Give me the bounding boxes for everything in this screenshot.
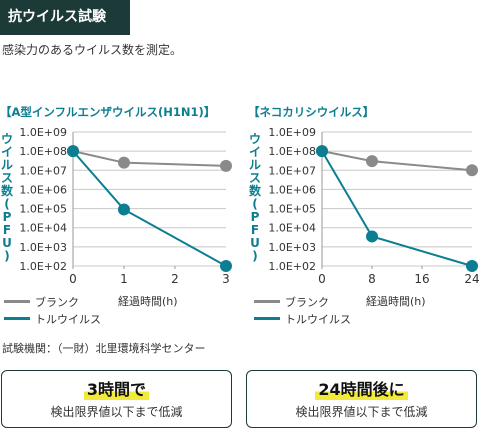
data-point xyxy=(316,145,328,158)
x-tick-label: 0 xyxy=(318,272,326,286)
legend-item-tol: トルウイルス xyxy=(4,310,101,327)
x-tick-label: 16 xyxy=(414,272,429,286)
legend-swatch-tol xyxy=(254,317,280,320)
x-tick-label: 0 xyxy=(69,272,77,286)
data-point xyxy=(220,159,232,172)
y-tick-label: 1.0E+04 xyxy=(19,222,67,235)
y-tick-label: 1.0E+06 xyxy=(268,183,316,196)
chart-influenza: 1.0E+09 1.0E+08 1.0E+07 1.0E+06 1.0E+05 1.0E+… xyxy=(19,126,232,286)
y-axis-label-2: ウイルス数(P F U) xyxy=(248,132,261,263)
legend-1: ブランク トルウイルス xyxy=(4,293,101,327)
chart-title-influenza: 【A型インフルエンザウイルス(H1N1)】 xyxy=(0,105,216,119)
legend-item-blank: ブランク xyxy=(254,293,351,310)
result-box-influenza: 3時間で 検出限界値以下まで低減 xyxy=(1,370,232,428)
series-line xyxy=(321,150,473,172)
legend-swatch-blank xyxy=(4,300,30,303)
x-axis-label-1: 経過時間(h) xyxy=(118,295,178,308)
y-tick-label: 1.0E+03 xyxy=(19,241,67,254)
legend-item-tol: トルウイルス xyxy=(254,310,351,327)
series-line xyxy=(72,150,227,167)
y-tick-label: 1.0E+02 xyxy=(19,260,67,273)
data-point xyxy=(118,156,130,169)
y-tick-label: 1.0E+08 xyxy=(268,145,316,158)
y-tick-label: 1.0E+07 xyxy=(268,164,316,177)
y-axis-label-1: ウイルス数(P F U) xyxy=(0,132,13,263)
x-tick-label: 8 xyxy=(368,272,376,286)
chart-calicivirus: 1.0E+09 1.0E+08 1.0E+07 1.0E+06 1.0E+05 1.0E+… xyxy=(268,126,479,286)
data-point xyxy=(67,145,79,158)
data-point xyxy=(366,155,378,168)
data-point xyxy=(466,260,478,272)
legend-item-blank: ブランク xyxy=(4,293,101,310)
y-tick-label: 1.0E+05 xyxy=(19,203,67,216)
data-point xyxy=(466,164,478,177)
page-header: 抗ウイルス試験 xyxy=(0,0,130,35)
x-tick-label: 2 xyxy=(171,272,179,286)
chart-title-calicivirus: 【ネコカリシウイルス】 xyxy=(248,105,375,119)
y-tick-label: 1.0E+04 xyxy=(268,222,316,235)
result-detail: 検出限界値以下まで低減 xyxy=(50,405,183,419)
x-axis-label-2: 経過時間(h) xyxy=(366,295,426,308)
test-institution-note: 試験機関：（一財）北里環境科学センター xyxy=(2,342,206,355)
x-tick-label: 3 xyxy=(222,272,230,286)
data-point xyxy=(220,260,232,272)
legend-2: ブランク トルウイルス xyxy=(254,293,351,327)
y-tick-label: 1.0E+05 xyxy=(268,203,316,216)
y-tick-label: 1.0E+02 xyxy=(268,260,316,273)
y-tick-label: 1.0E+09 xyxy=(19,126,67,139)
y-tick-label: 1.0E+06 xyxy=(19,183,67,196)
result-box-calicivirus: 24時間後に 検出限界値以下まで低減 xyxy=(246,370,477,428)
result-detail: 検出限界値以下まで低減 xyxy=(295,405,428,419)
x-tick-label: 1 xyxy=(120,272,128,286)
result-headline: 24時間後に xyxy=(315,380,408,400)
y-tick-label: 1.0E+09 xyxy=(268,126,316,139)
result-headline: 3時間で xyxy=(83,380,150,400)
x-tick-label: 24 xyxy=(464,272,479,286)
y-tick-label: 1.0E+07 xyxy=(19,164,67,177)
legend-swatch-tol xyxy=(4,317,30,320)
data-point xyxy=(118,203,130,216)
header-title: 抗ウイルス試験 xyxy=(8,9,106,25)
y-tick-label: 1.0E+08 xyxy=(19,145,67,158)
intro-text: 感染力のあるウイルス数を測定。 xyxy=(2,43,183,57)
y-tick-label: 1.0E+03 xyxy=(268,241,316,254)
legend-swatch-blank xyxy=(254,300,280,303)
data-point xyxy=(366,230,378,243)
